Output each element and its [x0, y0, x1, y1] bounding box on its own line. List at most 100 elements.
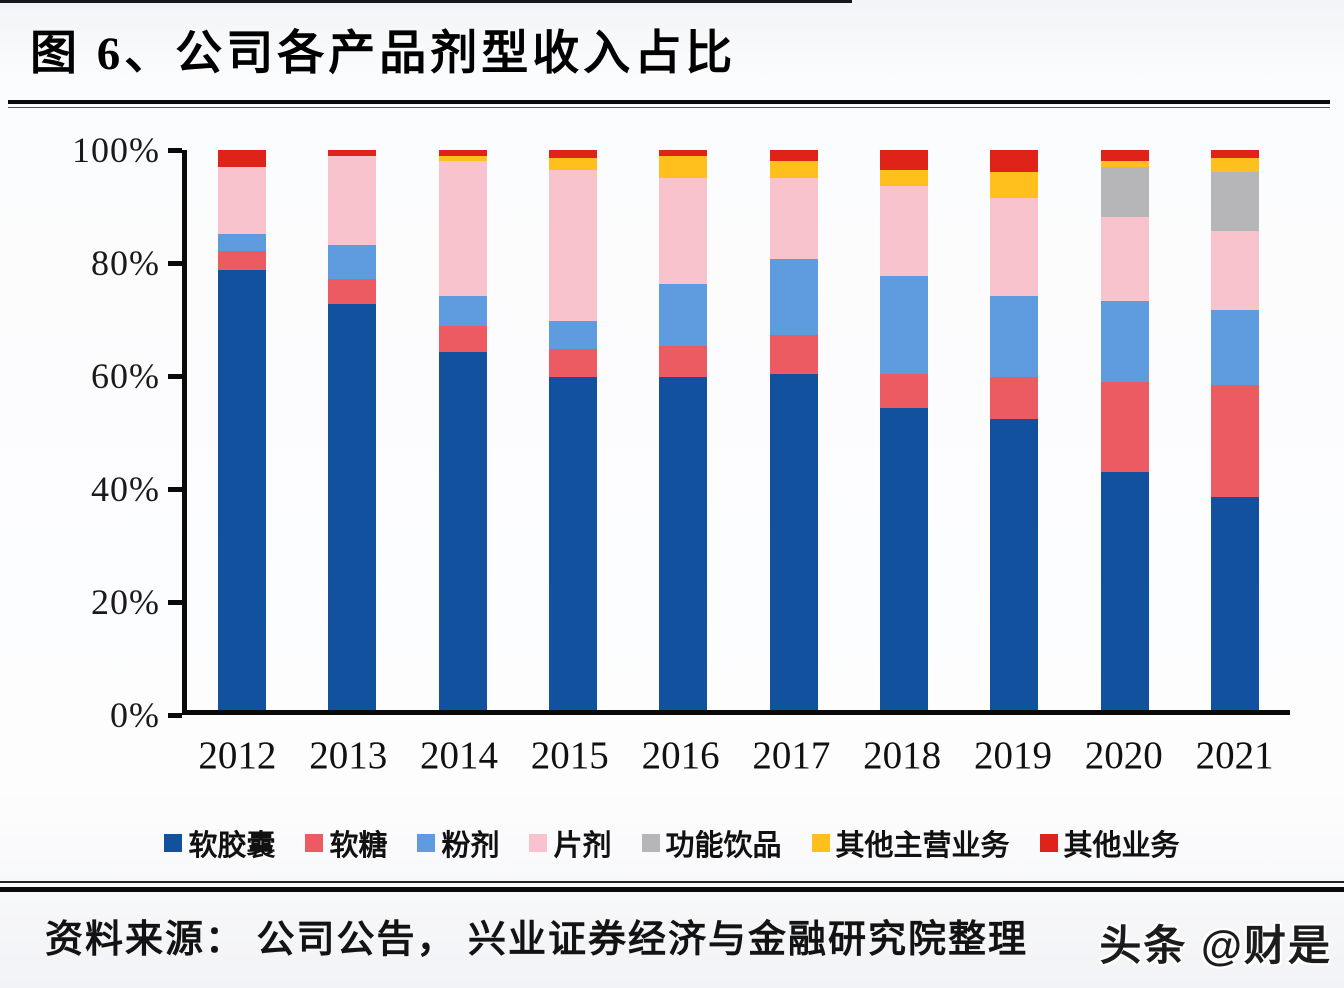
bar-segment: [769, 374, 818, 710]
bar-segment: [1210, 385, 1259, 498]
y-axis-tick: [168, 148, 182, 153]
y-axis-label: 40%: [91, 469, 160, 509]
bar-segment: [328, 155, 377, 246]
x-axis-label-2016: 2016: [641, 734, 720, 777]
bar-segment: [1100, 382, 1149, 472]
bar-segment: [1100, 217, 1149, 302]
x-axis-label-2020: 2020: [1084, 734, 1163, 777]
x-axis-label-2013: 2013: [309, 734, 388, 777]
legend-label: 粉剂: [441, 830, 500, 862]
bar-segment: [218, 270, 267, 710]
stacked-bar-2012: [218, 150, 267, 710]
stacked-bar-2018: [879, 150, 928, 710]
bar-segment: [549, 150, 598, 159]
chart-legend: 软胶囊 软糖 粉剂 片剂 功能饮品 其他主营业务 其他业务: [0, 822, 1344, 864]
stacked-bar-2021: [1210, 150, 1259, 710]
bar-segment: [879, 374, 928, 408]
bar-segment: [218, 166, 267, 235]
bar-segment: [328, 278, 377, 304]
stacked-bar-2017: [769, 150, 818, 710]
legend-swatch-icon: [305, 834, 324, 852]
stacked-bar-2013: [328, 150, 377, 710]
y-axis-tick: [168, 713, 182, 718]
top-edge-line: [0, 0, 852, 3]
bar-segment: [1210, 150, 1259, 159]
bar-segment: [438, 351, 487, 710]
title-underline: [8, 100, 1330, 104]
bar-segment: [218, 150, 267, 167]
title-underline-shadow: [8, 107, 1330, 108]
y-axis-tick: [168, 600, 182, 605]
bar-segment: [1210, 309, 1259, 386]
bar-segment: [879, 276, 928, 375]
bar-segment: [769, 161, 818, 179]
bar-segment: [659, 376, 708, 710]
y-axis-label: 100%: [72, 130, 160, 170]
y-axis-tick: [168, 487, 182, 492]
bar-segment: [549, 348, 598, 377]
legend-label: 片剂: [553, 830, 612, 862]
plot-wrap: [182, 150, 1290, 715]
bar-segment: [769, 259, 818, 335]
bar-segment: [549, 376, 598, 710]
bar-segment: [1100, 301, 1149, 383]
y-axis-label: 0%: [110, 695, 160, 735]
bar-segment: [659, 155, 708, 179]
bar-segment: [438, 150, 487, 156]
bar-segment: [328, 150, 377, 156]
bar-segment: [1210, 172, 1259, 232]
bar-segment: [1100, 472, 1149, 710]
bar-segment: [769, 178, 818, 260]
x-axis-label-2018: 2018: [863, 734, 942, 777]
legend-item: 粉剂: [417, 822, 499, 864]
legend-label: 软胶囊: [188, 830, 276, 862]
bar-segment: [1210, 158, 1259, 173]
bar-segment: [438, 155, 487, 162]
bar-segment: [990, 376, 1039, 419]
bar-segment: [659, 346, 708, 377]
bar-segment: [1210, 231, 1259, 310]
bar-segment: [769, 150, 818, 162]
y-axis-label: 20%: [91, 582, 160, 622]
legend-swatch-icon: [164, 834, 183, 852]
y-axis-label: 80%: [91, 243, 160, 283]
bar-segment: [879, 407, 928, 710]
legend-item: 功能饮品: [641, 822, 782, 864]
legend-label: 其他业务: [1063, 830, 1180, 862]
bar-segment: [879, 150, 928, 170]
bar-segment: [328, 245, 377, 279]
bar-segment: [218, 250, 267, 271]
legend-label: 功能饮品: [665, 830, 782, 862]
stacked-bar-2016: [659, 150, 708, 710]
source-note: 资料来源： 公司公告， 兴业证券经济与金融研究院整理: [45, 919, 1029, 961]
footer-rule-thin: [0, 881, 1344, 883]
bar-segment: [1210, 497, 1259, 710]
x-axis-label-2021: 2021: [1195, 734, 1274, 777]
y-axis-label: 60%: [91, 356, 160, 396]
bar-segment: [438, 295, 487, 327]
bar-segment: [990, 418, 1039, 710]
x-axis-label-2017: 2017: [752, 734, 831, 777]
stacked-bar-2015: [549, 150, 598, 710]
bar-segment: [1100, 161, 1149, 167]
y-axis: 0% 20% 40% 60% 80% 100%: [0, 130, 182, 735]
legend-item: 其他业务: [1039, 822, 1180, 864]
bar-segment: [659, 150, 708, 156]
bar-segment: [1100, 166, 1149, 218]
legend-label: 其他主营业务: [835, 830, 1010, 862]
bar-segment: [659, 284, 708, 347]
legend-item: 软糖: [305, 822, 387, 864]
bar-segment: [328, 304, 377, 710]
plot-area: [182, 150, 1290, 715]
legend-swatch-icon: [1039, 834, 1058, 852]
bar-segment: [549, 158, 598, 170]
stacked-bar-2019: [990, 150, 1039, 710]
stacked-bar-2014: [438, 150, 487, 710]
bar-segment: [769, 334, 818, 374]
legend-swatch-icon: [811, 834, 830, 852]
figure-title: 图 6、公司各产品剂型收入占比: [30, 28, 737, 80]
x-axis-label-2015: 2015: [530, 734, 609, 777]
legend-swatch-icon: [417, 834, 436, 852]
bar-segment: [990, 197, 1039, 296]
